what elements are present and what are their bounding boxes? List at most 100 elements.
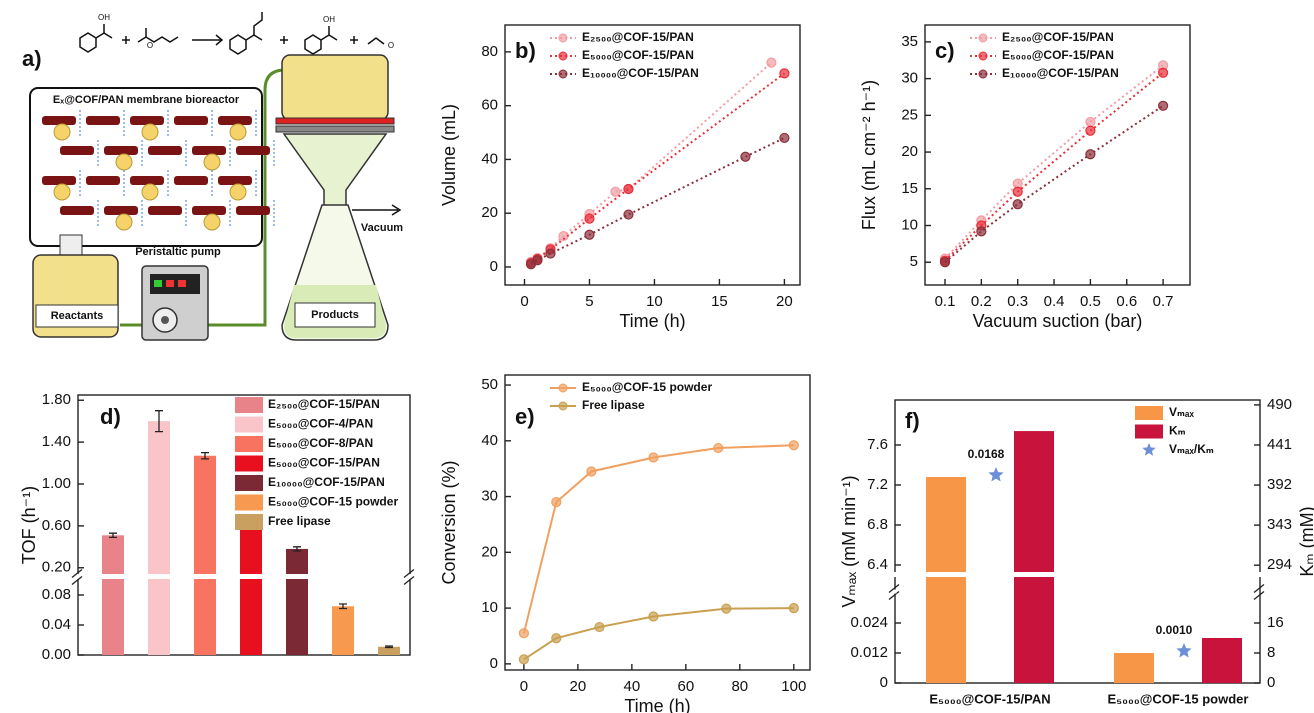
cof-layer (192, 206, 226, 215)
panel-label: e) (515, 404, 535, 429)
funnel (282, 133, 388, 216)
pump-led (154, 280, 162, 287)
membrane-support (275, 125, 395, 133)
legend-label: E₂₅₀₀@COF-15/PAN (1002, 30, 1114, 44)
y-tick-label: 35 (901, 33, 918, 50)
legend-label: Free lipase (268, 514, 331, 528)
bar (194, 455, 216, 655)
legend-swatch (235, 455, 263, 472)
x-tick-label: 0.2 (971, 293, 992, 310)
y-tick-label: 50 (481, 376, 498, 393)
value-label: 0.0010 (1156, 623, 1193, 637)
y2-tick-label: 441 (1267, 436, 1292, 453)
data-point (584, 229, 595, 240)
panel-label: c) (935, 38, 955, 63)
membrane-layer (275, 117, 395, 125)
data-point (1012, 186, 1023, 197)
y-axis-label: Flux (mL cm⁻² h⁻¹) (859, 80, 879, 230)
label-box (35, 304, 119, 328)
data-point (1158, 100, 1169, 111)
atom-label: O (388, 41, 394, 50)
cof-layer (218, 116, 252, 125)
y-tick-label: 5 (910, 253, 918, 270)
legend-label: E₅₀₀₀@COF-15/PAN (268, 456, 380, 470)
break-mark (71, 568, 83, 586)
legend-marker (558, 69, 568, 79)
legend-label: E₅₀₀₀@COF-15/PAN (1002, 48, 1114, 62)
legend-label: E₁₀₀₀₀@COF-15/PAN (1002, 66, 1119, 80)
bond (253, 12, 263, 35)
enzyme (229, 183, 247, 201)
legend-marker (978, 69, 988, 79)
break-mark (403, 568, 415, 586)
data-point (586, 466, 597, 477)
cof-layer (236, 206, 270, 215)
bar (148, 421, 170, 655)
bond (95, 32, 113, 39)
star-marker (988, 467, 1004, 482)
series-line (944, 104, 1164, 263)
pump-led (178, 280, 186, 287)
data-point (1085, 125, 1096, 136)
x-tick-label: 10 (646, 293, 663, 310)
y2-tick-label: 0 (1267, 674, 1275, 691)
data-point (518, 628, 529, 639)
data-point (623, 209, 634, 220)
bar (926, 477, 966, 683)
enzyme (115, 213, 133, 231)
x-axis-label: Vacuum suction (bar) (973, 311, 1143, 331)
cof-layer (236, 146, 270, 155)
cof-layer (42, 176, 76, 185)
legend-swatch (235, 494, 263, 511)
data-point (648, 611, 659, 622)
data-point (1158, 67, 1169, 78)
x-tick-label: 15 (711, 293, 728, 310)
data-point (721, 603, 732, 614)
bar (102, 535, 124, 655)
legend-marker (558, 383, 568, 393)
bar (378, 646, 400, 655)
x-tick-label: 0 (520, 293, 528, 310)
y-axis-label: TOF (h⁻¹) (19, 486, 39, 564)
x-tick-label: 0 (520, 678, 528, 695)
enzyme (141, 183, 159, 201)
cof-layer (130, 116, 164, 125)
x-tick-label: 5 (585, 293, 593, 310)
legend-swatch (235, 416, 263, 433)
bar (1202, 638, 1242, 683)
arrow (192, 34, 224, 46)
y2-tick-label: 8 (1267, 644, 1275, 661)
membrane-art (42, 110, 275, 231)
error-bar (385, 645, 393, 649)
plus (122, 36, 130, 44)
y-tick-label: 10 (901, 216, 918, 233)
x-tick-label: 0.3 (1007, 293, 1028, 310)
data-point (976, 226, 987, 237)
bioreactor-box (29, 87, 263, 247)
y2-tick-label: 294 (1267, 556, 1292, 573)
reactants-label: Reactants (51, 310, 104, 322)
legend-label: E₂₅₀₀@COF-15/PAN (268, 397, 380, 411)
cof-layer (86, 176, 120, 185)
data-point (779, 68, 790, 79)
data-point (788, 440, 799, 451)
bar (1114, 653, 1154, 683)
panel-label: a) (22, 46, 42, 71)
x-tick-label: 0.7 (1153, 293, 1174, 310)
data-point (532, 255, 543, 266)
y-tick-label: 0.20 (42, 559, 71, 576)
y-tick-label: 0 (490, 655, 498, 672)
cof-layer (104, 206, 138, 215)
bioreactor-title: Eₓ@COF/PAN membrane bioreactor (53, 94, 240, 106)
y-tick-label: 7.2 (867, 476, 888, 493)
legend-swatch (235, 475, 263, 491)
legend-label: E₁₀₀₀₀@COF-15/PAN (582, 66, 699, 80)
series-line (944, 64, 1164, 260)
y-tick-label: 0.024 (850, 614, 888, 631)
x-tick-label: 100 (781, 678, 806, 695)
y2-tick-label: 343 (1267, 516, 1292, 533)
legend-label: Free lipase (582, 398, 645, 412)
y-tick-label: 60 (481, 97, 498, 114)
y-tick-label: 6.4 (867, 556, 888, 573)
y-tick-label: 0.04 (42, 616, 71, 633)
